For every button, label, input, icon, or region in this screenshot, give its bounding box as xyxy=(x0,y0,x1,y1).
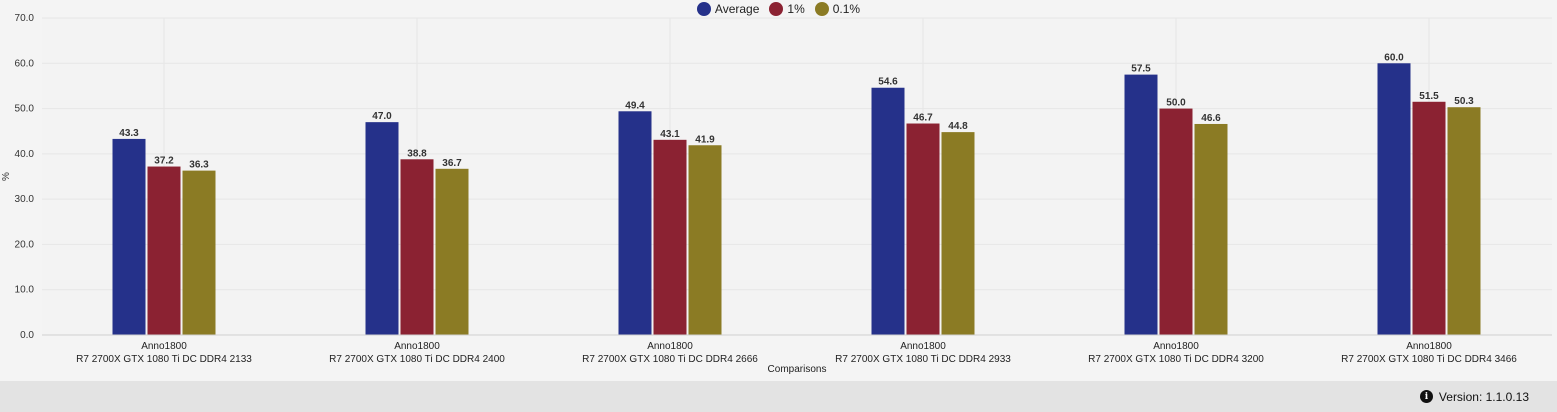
data-label: 36.7 xyxy=(442,158,462,169)
y-tick-label: 10.0 xyxy=(15,285,35,296)
x-tick-label: Anno1800 xyxy=(900,341,946,352)
bar xyxy=(653,139,687,335)
x-tick-label: R7 2700X GTX 1080 Ti DC DDR4 3466 xyxy=(1341,354,1517,365)
data-label: 46.6 xyxy=(1201,113,1221,124)
y-tick-label: 50.0 xyxy=(15,104,35,115)
data-label: 43.3 xyxy=(119,128,139,139)
y-tick-label: 40.0 xyxy=(15,149,35,160)
x-tick-label: Anno1800 xyxy=(647,341,693,352)
data-label: 43.1 xyxy=(660,129,680,140)
info-icon[interactable]: i xyxy=(1419,390,1433,403)
x-tick-label: R7 2700X GTX 1080 Ti DC DDR4 2933 xyxy=(835,354,1011,365)
data-label: 37.2 xyxy=(154,156,174,167)
bar xyxy=(1412,101,1446,336)
bar xyxy=(112,138,146,335)
y-tick-label: 70.0 xyxy=(15,13,35,24)
x-tick-label: R7 2700X GTX 1080 Ti DC DDR4 2666 xyxy=(582,354,758,365)
legend-label-1pct: 1% xyxy=(787,2,805,16)
bar xyxy=(365,122,399,336)
data-label: 49.4 xyxy=(625,100,645,111)
y-tick-label: 20.0 xyxy=(15,239,35,250)
version-label: Version: 1.1.0.13 xyxy=(1438,389,1529,404)
bar xyxy=(941,132,975,335)
data-label: 47.0 xyxy=(372,111,392,122)
data-label: 60.0 xyxy=(1384,52,1404,63)
legend-item-0-1pct[interactable]: 0.1% xyxy=(814,2,861,16)
legend-item-average[interactable]: Average xyxy=(696,2,760,16)
bar xyxy=(688,145,722,335)
version-info: i Version: 1.1.0.13 xyxy=(1419,389,1529,404)
legend-label-0-1pct: 0.1% xyxy=(832,2,861,16)
bar-chart: 0.0 10.0 20.0 30.0 40.0 50.0 60.0 70.0% 43.3 37.2… xyxy=(1,13,1552,375)
bar xyxy=(400,159,434,335)
data-label: 41.9 xyxy=(695,134,715,145)
bar xyxy=(1159,108,1193,335)
data-label: 54.6 xyxy=(878,77,898,88)
data-label: 44.8 xyxy=(948,121,968,132)
data-label: 50.3 xyxy=(1454,96,1474,107)
data-label: 36.3 xyxy=(189,160,209,171)
chart-area: 0.0 10.0 20.0 30.0 40.0 50.0 60.0 70.0% 43.3 37.2… xyxy=(0,1,1557,375)
legend-swatch-average xyxy=(696,2,711,16)
bar xyxy=(1194,123,1228,336)
bar xyxy=(147,166,181,335)
data-label: 57.5 xyxy=(1131,64,1151,75)
legend-label-average: Average xyxy=(714,2,760,16)
bar xyxy=(906,123,940,335)
legend-swatch-0-1pct xyxy=(814,2,829,16)
bar xyxy=(435,168,469,335)
bar xyxy=(1447,107,1481,335)
x-axis-label: Comparisons xyxy=(768,364,827,375)
bar xyxy=(1377,63,1411,336)
data-label: 38.8 xyxy=(407,148,427,159)
bar xyxy=(182,170,216,335)
x-tick-label: R7 2700X GTX 1080 Ti DC DDR4 2133 xyxy=(76,354,252,365)
footer-bar: i Version: 1.1.0.13 xyxy=(0,381,1557,412)
data-label: 50.0 xyxy=(1166,98,1186,109)
legend-swatch-1pct xyxy=(769,2,784,16)
legend-item-1pct[interactable]: 1% xyxy=(769,2,805,16)
x-tick-label: Anno1800 xyxy=(1153,341,1199,352)
data-label: 51.5 xyxy=(1419,91,1439,102)
bar xyxy=(871,87,905,336)
y-tick-label: 60.0 xyxy=(15,58,35,69)
data-label: 46.7 xyxy=(913,113,933,124)
y-tick-label: 0.0 xyxy=(20,330,34,341)
chart-legend: Average 1% 0.1% xyxy=(0,1,1557,17)
y-tick-label: 30.0 xyxy=(15,194,35,205)
x-tick-label: Anno1800 xyxy=(1406,341,1452,352)
bar xyxy=(1124,74,1158,335)
x-tick-label: Anno1800 xyxy=(141,341,187,352)
x-tick-label: R7 2700X GTX 1080 Ti DC DDR4 3200 xyxy=(1088,354,1264,365)
plot-background xyxy=(42,18,1552,335)
bar xyxy=(618,111,652,335)
y-axis-label: % xyxy=(1,172,12,181)
x-tick-label: R7 2700X GTX 1080 Ti DC DDR4 2400 xyxy=(329,354,505,365)
x-tick-label: Anno1800 xyxy=(394,341,440,352)
